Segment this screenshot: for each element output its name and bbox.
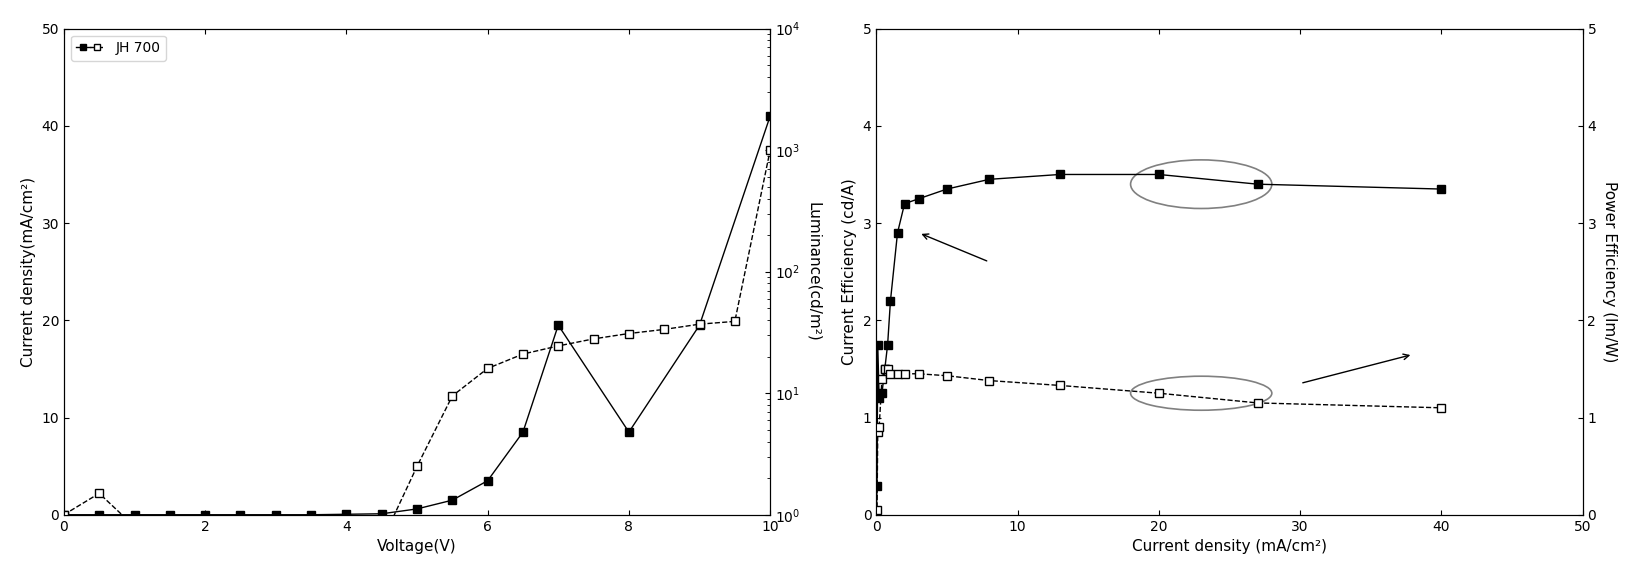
JH 700 (L) (54, 511, 74, 518)
JH 700 (L) (161, 548, 180, 555)
JH 700 (I) (478, 477, 498, 484)
JH 700 (L) (124, 523, 144, 530)
JH 700 (L) (726, 318, 745, 325)
JH 700 (L) (513, 351, 532, 358)
JH 700 (L) (760, 147, 780, 154)
JH 700 (I) (408, 505, 428, 512)
Y-axis label: Luminance(cd/m²): Luminance(cd/m²) (806, 202, 821, 342)
JH 700 (L) (583, 335, 603, 342)
JH 700 (I) (619, 428, 639, 435)
JH 700 (I) (231, 511, 251, 518)
JH 700 (L) (265, 559, 285, 566)
JH 700 (L) (690, 321, 709, 328)
Legend: JH 700: JH 700 (70, 36, 165, 61)
Line: JH 700 (L): JH 700 (L) (59, 146, 775, 568)
JH 700 (I) (549, 322, 568, 329)
JH 700 (L) (90, 490, 110, 497)
JH 700 (I) (760, 113, 780, 120)
JH 700 (I) (690, 322, 709, 329)
JH 700 (L) (195, 530, 215, 537)
JH 700 (I) (301, 511, 321, 518)
JH 700 (L) (478, 365, 498, 372)
JH 700 (L) (619, 330, 639, 337)
JH 700 (L) (442, 393, 462, 400)
JH 700 (L) (301, 548, 321, 555)
X-axis label: Current density (mA/cm²): Current density (mA/cm²) (1132, 539, 1327, 554)
JH 700 (I) (372, 511, 391, 518)
Y-axis label: Current density(mA/cm²): Current density(mA/cm²) (21, 177, 36, 367)
Line: JH 700 (I): JH 700 (I) (59, 112, 775, 519)
JH 700 (I) (442, 497, 462, 504)
JH 700 (I) (124, 511, 144, 518)
JH 700 (L) (231, 559, 251, 566)
Y-axis label: Current Efficiency (cd/A): Current Efficiency (cd/A) (842, 178, 857, 365)
JH 700 (I) (54, 511, 74, 518)
JH 700 (I) (513, 428, 532, 435)
JH 700 (I) (90, 511, 110, 518)
JH 700 (I) (195, 511, 215, 518)
JH 700 (L) (654, 326, 673, 333)
JH 700 (L) (408, 463, 428, 470)
JH 700 (I) (161, 511, 180, 518)
Y-axis label: Power Efficiency (lm/W): Power Efficiency (lm/W) (1602, 181, 1617, 362)
X-axis label: Voltage(V): Voltage(V) (377, 539, 457, 554)
JH 700 (L) (336, 548, 355, 555)
JH 700 (L) (372, 538, 391, 545)
JH 700 (I) (265, 511, 285, 518)
JH 700 (I) (336, 511, 355, 518)
JH 700 (L) (549, 343, 568, 350)
